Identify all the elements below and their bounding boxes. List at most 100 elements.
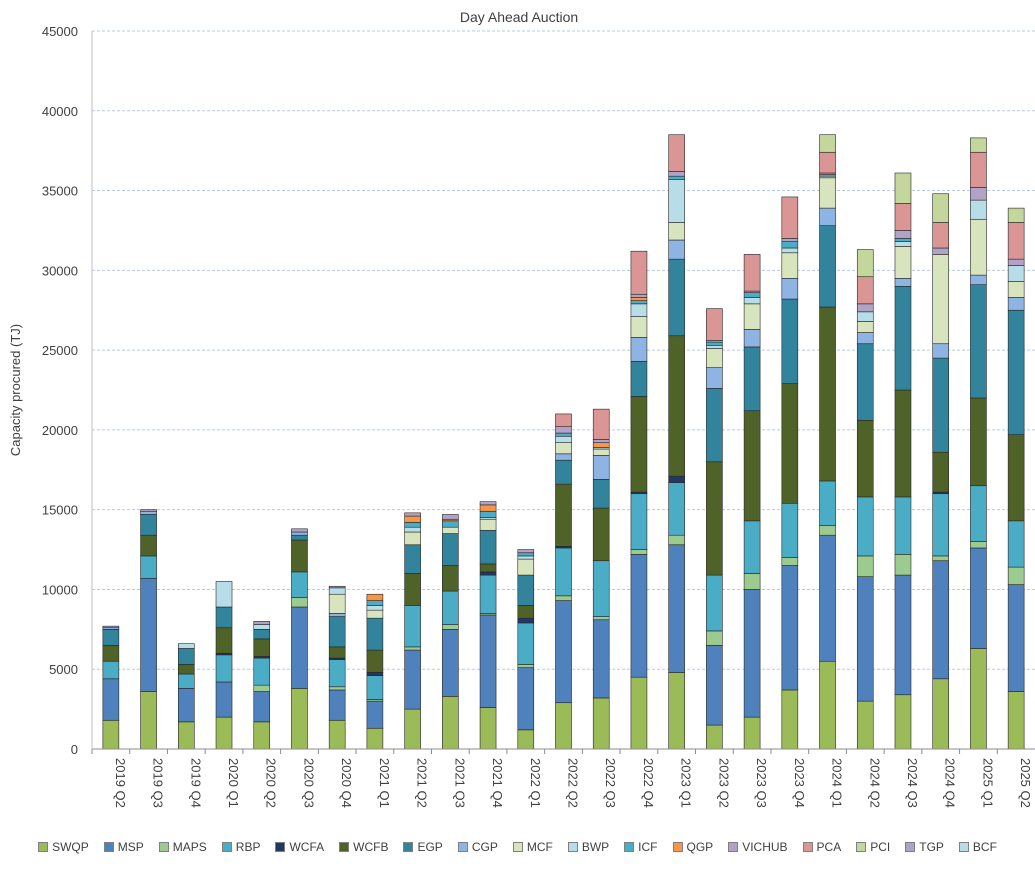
bar-segment bbox=[819, 534, 836, 662]
legend-item: CGP bbox=[457, 840, 498, 854]
x-tick-label: 2020 Q4 bbox=[339, 758, 354, 808]
bar-segment bbox=[706, 348, 723, 368]
bar-stack bbox=[856, 249, 874, 750]
bar-segment bbox=[366, 649, 384, 673]
bar-segment bbox=[743, 254, 761, 292]
bar-segment bbox=[479, 510, 497, 518]
x-tick-label: 2025 Q2 bbox=[1018, 758, 1033, 808]
y-tick-label: 10000 bbox=[42, 582, 78, 597]
bar-segment bbox=[668, 239, 685, 260]
bar-segment bbox=[630, 250, 648, 295]
bar-segment bbox=[819, 225, 836, 308]
bar-segment bbox=[1007, 265, 1025, 282]
bar-segment bbox=[366, 605, 384, 611]
legend-item: BWP bbox=[567, 840, 609, 854]
bar-segment bbox=[630, 297, 648, 301]
bar-segment bbox=[404, 544, 421, 574]
bar-segment bbox=[366, 617, 384, 651]
bar-segment bbox=[253, 629, 271, 640]
bar-segment bbox=[668, 258, 685, 337]
bar-segment bbox=[894, 496, 912, 555]
x-tick-label: 2022 Q1 bbox=[528, 758, 543, 808]
bar-segment bbox=[328, 593, 346, 614]
x-tick-label: 2020 Q3 bbox=[301, 758, 316, 808]
bar-segment bbox=[479, 530, 497, 565]
legend-label: BCF bbox=[972, 840, 997, 854]
bar-segment bbox=[253, 621, 271, 625]
bar-segment bbox=[517, 558, 535, 576]
legend-swatch bbox=[339, 842, 350, 852]
legend-item: SWQP bbox=[38, 840, 89, 854]
bar-segment bbox=[706, 461, 723, 576]
bar-segment bbox=[781, 298, 799, 384]
bar-segment bbox=[630, 676, 648, 750]
bar-segment bbox=[1007, 222, 1025, 260]
bar-segment bbox=[781, 196, 799, 239]
bar-segment bbox=[819, 207, 836, 226]
legend-swatch bbox=[672, 842, 683, 852]
bar-segment bbox=[781, 238, 799, 242]
bar-segment bbox=[668, 534, 685, 546]
bar-segment bbox=[743, 573, 761, 590]
bar-segment bbox=[856, 555, 874, 577]
bar-stack bbox=[970, 137, 987, 750]
bar-segment bbox=[1007, 584, 1025, 692]
x-tick-label: 2022 Q3 bbox=[603, 758, 618, 808]
bar-segment bbox=[668, 482, 685, 536]
bar-segment bbox=[328, 646, 346, 659]
bar-segment bbox=[366, 672, 384, 676]
legend-label: MSP bbox=[117, 840, 144, 854]
legend-label: MCF bbox=[526, 840, 553, 854]
bar-segment bbox=[819, 151, 836, 174]
bar-segment bbox=[743, 346, 761, 412]
bar-segment bbox=[253, 657, 271, 686]
bar-segment bbox=[894, 389, 912, 498]
bar-segment bbox=[781, 247, 799, 254]
x-tick-label: 2025 Q1 bbox=[980, 758, 995, 808]
legend-item: BCF bbox=[958, 840, 997, 854]
bar-segment bbox=[442, 520, 459, 528]
bar-segment bbox=[215, 581, 233, 608]
bar-segment bbox=[970, 547, 987, 649]
legend-item: WCFA bbox=[275, 840, 324, 854]
bar-segment bbox=[630, 554, 648, 678]
bar-segment bbox=[555, 435, 572, 443]
bar-segment bbox=[517, 605, 535, 619]
bar-segment bbox=[178, 721, 195, 750]
bar-segment bbox=[630, 300, 648, 305]
bar-stack bbox=[668, 134, 685, 750]
legend-item: MAPS bbox=[158, 840, 207, 854]
bar-segment bbox=[743, 303, 761, 330]
bar-segment bbox=[894, 278, 912, 287]
bar-segment bbox=[253, 721, 271, 750]
bar-segment bbox=[932, 560, 950, 680]
bar-segment bbox=[442, 590, 459, 625]
bar-segment bbox=[517, 622, 535, 665]
bar-stack bbox=[630, 250, 648, 750]
bar-segment bbox=[932, 357, 950, 453]
bar-segment bbox=[215, 716, 233, 750]
bar-segment bbox=[442, 526, 459, 534]
y-tick-label: 20000 bbox=[42, 423, 78, 438]
bar-segment bbox=[366, 675, 384, 700]
legend-label: CGP bbox=[471, 840, 498, 854]
bar-segment bbox=[291, 539, 308, 573]
legend-swatch bbox=[38, 842, 49, 852]
bar-segment bbox=[630, 316, 648, 338]
bar-segment bbox=[253, 624, 271, 630]
legend-item: MCF bbox=[512, 840, 553, 854]
bar-segment bbox=[555, 442, 572, 455]
legend-swatch bbox=[856, 842, 867, 852]
x-tick-label: 2019 Q4 bbox=[188, 758, 203, 808]
x-tick-label: 2023 Q1 bbox=[679, 758, 694, 808]
bar-segment bbox=[479, 614, 497, 708]
bar-segment bbox=[970, 397, 987, 487]
bar-segment bbox=[328, 616, 346, 648]
bar-segment bbox=[856, 332, 874, 345]
bar-segment bbox=[970, 187, 987, 201]
bar-segment bbox=[404, 646, 421, 651]
bar-segment bbox=[706, 345, 723, 349]
x-tick-label: 2023 Q2 bbox=[716, 758, 731, 808]
bar-segment bbox=[366, 609, 384, 619]
